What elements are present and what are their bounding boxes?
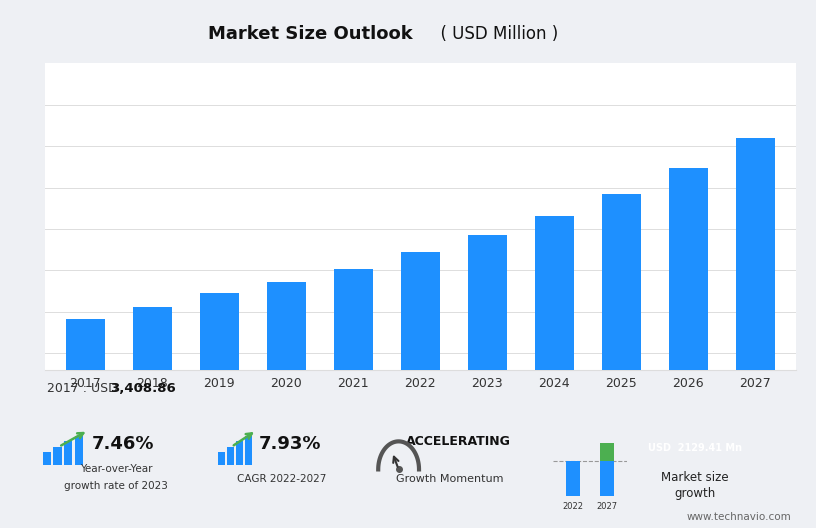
Bar [601,443,614,461]
Bar [200,294,238,528]
Text: growth rate of 2023: growth rate of 2023 [64,481,168,491]
Bar [53,447,62,465]
Bar [601,461,614,496]
Bar [468,234,507,528]
Bar [65,319,104,528]
Text: Growth Momentum: Growth Momentum [396,474,503,484]
Text: 2017 : USD: 2017 : USD [47,382,126,394]
Bar [334,269,373,528]
Bar [42,452,51,465]
Bar [75,436,83,465]
Bar [64,441,73,465]
Text: CAGR 2022-2027: CAGR 2022-2027 [237,474,326,484]
Text: Year-over-Year: Year-over-Year [80,464,153,474]
Bar [669,168,707,528]
Bar [736,138,775,528]
Text: Market size: Market size [662,472,729,484]
Bar [218,452,224,465]
Bar [602,194,641,528]
Text: 7.46%: 7.46% [91,436,154,454]
Bar [534,215,574,528]
Text: growth: growth [675,487,716,499]
Bar [245,436,252,465]
Text: 2022: 2022 [562,502,583,511]
Bar [566,461,579,496]
Bar [401,252,440,528]
Bar [227,447,234,465]
Text: 3,408.86: 3,408.86 [110,382,176,394]
Text: Market Size Outlook: Market Size Outlook [208,25,412,43]
Text: 2027: 2027 [596,502,618,511]
Text: www.technavio.com: www.technavio.com [687,512,792,522]
Bar [267,282,306,528]
Text: ( USD Million ): ( USD Million ) [429,25,558,43]
Text: USD  2129.41 Mn: USD 2129.41 Mn [648,443,743,452]
Text: ACCELERATING: ACCELERATING [406,436,511,448]
Bar [236,441,243,465]
Bar [133,307,171,528]
Text: 7.93%: 7.93% [259,436,322,454]
